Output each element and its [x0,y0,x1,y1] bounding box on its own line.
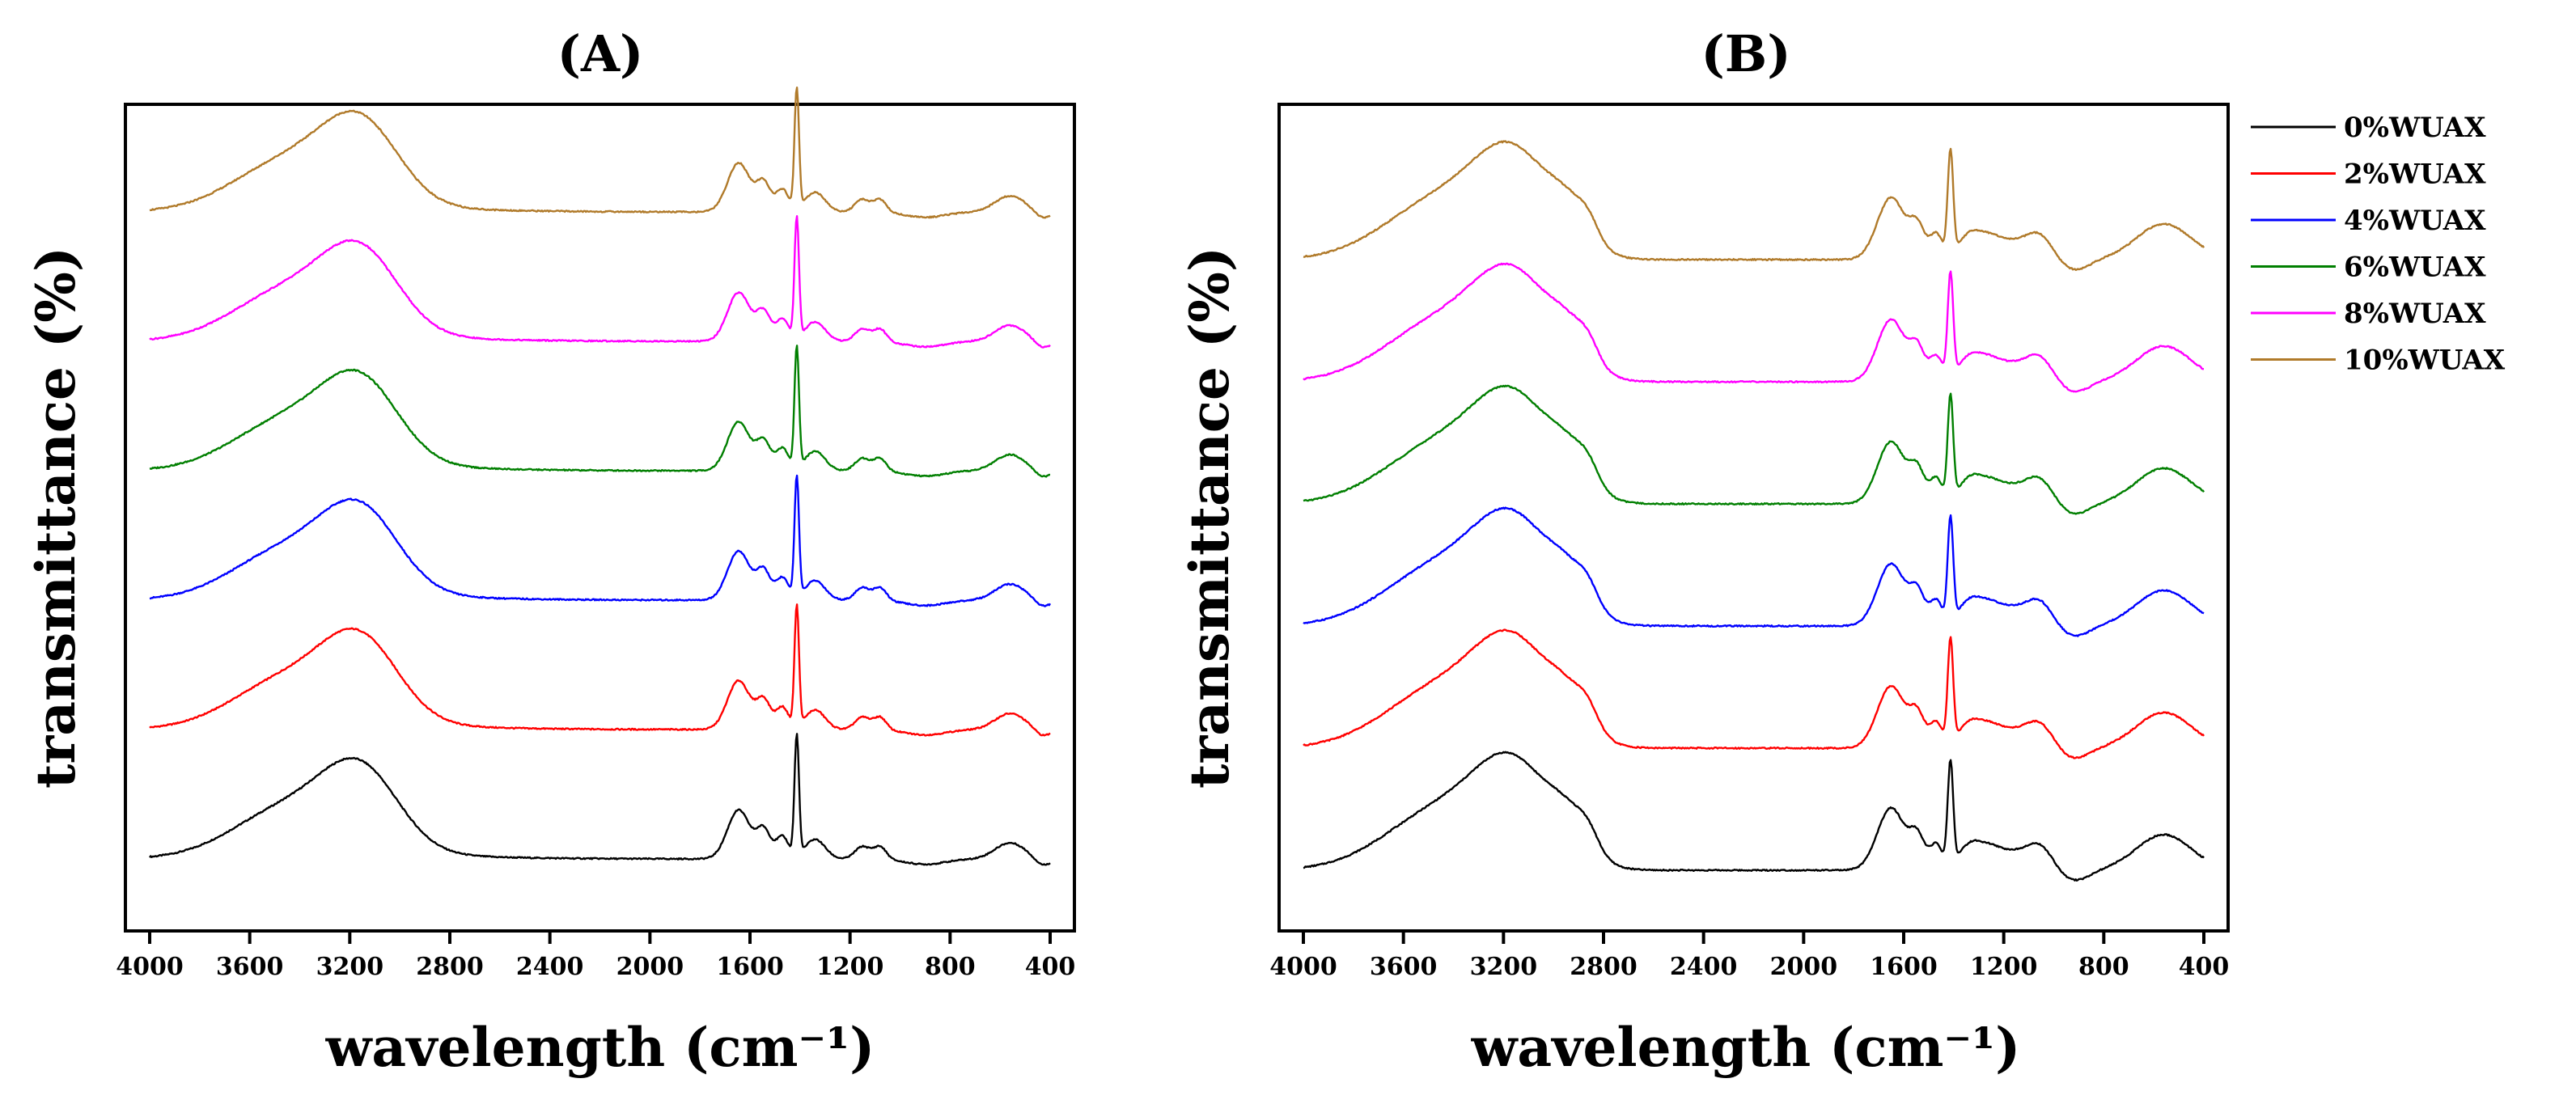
panel-a-series-8pctwuax [149,215,1051,349]
panel-a-title: (A) [557,24,644,83]
panel-b-x-tick-label: 1200 [1970,953,2038,981]
legend-label-2pctwuax: 2%WUAX [2344,159,2486,191]
panel-b-x-tick-label: 800 [2078,953,2129,981]
panel-b-plot-frame [1277,103,2230,933]
panel-b: (B) 4000 3600 3200 2800 2400 2000 1600 1200 800 4… [1178,24,2506,1079]
panel-a-x-tick-label: 3200 [316,953,384,981]
panel-a-x-tick-label: 1600 [716,953,784,981]
panel-b-x-tick-label: 400 [2179,953,2230,981]
panel-b-series-10pctwuax [1303,140,2205,271]
legend-label-6pctwuax: 6%WUAX [2344,252,2486,284]
panel-b-x-tick-label: 3200 [1470,953,1538,981]
panel-a-x-tick-label: 2000 [616,953,684,981]
legend-label-4pctwuax: 4%WUAX [2344,205,2486,237]
panel-a-x-tick-label: 800 [925,953,976,981]
panel-a-x-tick-label: 400 [1025,953,1076,981]
panel-a-series-0pctwuax [149,733,1051,866]
panel-b-x-axis-label: wavelength (cm⁻¹) [1471,1016,2021,1079]
panel-a-series-10pctwuax [149,87,1051,219]
panel-a-x-tick-label: 1200 [816,953,884,981]
panel-b-x-tick-label: 4000 [1269,953,1337,981]
panel-a-plot-frame [124,103,1076,933]
panel-b-series-0pctwuax [1303,751,2205,882]
legend-label-8pctwuax: 8%WUAX [2344,298,2486,330]
panel-b-series-4pctwuax [1303,506,2205,637]
panel-a-series-group [149,87,1052,866]
panel-b-y-axis-label: transmittance (%) [1178,247,1241,789]
panel-b-x-tick-label: 2800 [1570,953,1638,981]
panel-a-x-tick-label: 2400 [516,953,584,981]
panel-a-x-axis-label: wavelength (cm⁻¹) [325,1016,875,1079]
panel-a-x-tick-label: 4000 [116,953,184,981]
legend-label-10pctwuax: 10%WUAX [2344,345,2506,377]
panel-a-series-4pctwuax [149,474,1052,607]
panel-a: (A) 4000 3600 3200 2800 2400 2000 1600 1200 800 4… [24,24,1076,1079]
panel-a-series-2pctwuax [149,603,1051,737]
panel-b-series-6pctwuax [1303,384,2205,515]
panel-a-x-tick-label: 3600 [216,953,284,981]
panel-a-y-axis-label: transmittance (%) [24,247,87,789]
panel-b-x-tick-label: 1600 [1870,953,1938,981]
panel-b-series-8pctwuax [1303,262,2204,393]
panel-a-x-ticks: 4000 3600 3200 2800 2400 2000 1600 1200 800 400 [116,931,1075,981]
panel-b-x-ticks: 4000 3600 3200 2800 2400 2000 1600 1200 800 400 [1269,931,2229,981]
panel-b-x-tick-label: 2400 [1670,953,1738,981]
panel-b-series-group [1303,140,2205,882]
panel-b-legend: 0%WUAX 2%WUAX 4%WUAX 6%WUAX 8%WUAX 10%WUAX [2251,112,2506,377]
panel-a-series-6pctwuax [149,345,1051,478]
panel-a-x-tick-label: 2800 [416,953,484,981]
panel-b-title: (B) [1701,24,1790,83]
panel-b-series-2pctwuax [1303,628,2205,759]
panel-b-x-tick-label: 2000 [1770,953,1838,981]
panel-b-x-tick-label: 3600 [1370,953,1438,981]
legend-label-0pctwuax: 0%WUAX [2344,112,2486,144]
